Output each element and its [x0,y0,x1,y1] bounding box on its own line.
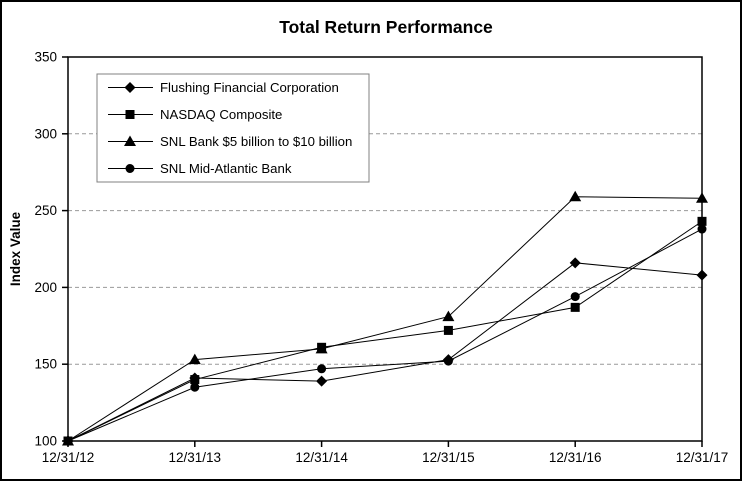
data-point-snl-mid-atlantic-bank-5 [697,224,707,234]
legend-label-2: SNL Bank $5 billion to $10 billion [160,134,352,149]
data-point-flushing-financial-corporation-4 [569,257,581,269]
y-tick-label-300: 300 [34,126,57,141]
legend-entry-0: Flushing Financial Corporation [108,80,339,95]
legend: Flushing Financial Corporation NASDAQ Com… [96,73,370,183]
plot-area-border [67,56,703,442]
data-point-snl-mid-atlantic-bank-2 [317,364,327,374]
series-line-nasdaq-composite [67,220,703,442]
x-tick-label-3: 12/31/15 [422,450,475,465]
x-tick-label-0: 12/31/12 [42,450,95,465]
series-line-flushing-financial-corporation [67,262,703,442]
data-point-snl-mid-atlantic-bank-0 [63,436,73,446]
data-point-snl-mid-atlantic-bank-1 [190,382,200,392]
legend-label-0: Flushing Financial Corporation [160,80,339,95]
y-tick-label-200: 200 [34,280,57,295]
axis-tick-labels: 100 150 200 250 300 350 12/31/12 12/31/13 12/31/… [34,50,728,466]
legend-entry-1: NASDAQ Composite [108,107,282,122]
y-tick-label-100: 100 [34,434,57,449]
data-point-snl-bank-5-billion-to-10-billion-1 [188,353,201,365]
x-tick-label-1: 12/31/13 [169,450,222,465]
y-tick-label-350: 350 [34,50,57,65]
data-point-snl-mid-atlantic-bank-4 [570,292,580,302]
data-point-snl-bank-5-billion-to-10-billion-2 [315,342,328,354]
x-tick-label-4: 12/31/16 [549,450,602,465]
x-tick-label-2: 12/31/14 [295,450,348,465]
y-tick-label-150: 150 [34,357,57,372]
legend-box [96,73,370,183]
x-tick-label-5: 12/31/17 [676,450,729,465]
chart-title: Total Return Performance [279,17,493,37]
legend-marker-circle [125,164,135,173]
series-snl-mid-atlantic-bank [63,224,707,446]
data-point-snl-bank-5-billion-to-10-billion-3 [442,310,455,322]
data-point-snl-bank-5-billion-to-10-billion-5 [696,192,708,203]
legend-marker-triangle [124,135,136,146]
series-line-snl-mid-atlantic-bank [67,228,703,442]
data-point-nasdaq-composite-1 [190,375,200,385]
series-snl-bank-5-billion-to-10-billion [62,190,708,446]
legend-label-3: SNL Mid-Atlantic Bank [160,161,292,176]
data-series [62,190,708,447]
data-point-nasdaq-composite-3 [443,325,453,335]
data-point-snl-mid-atlantic-bank-3 [443,356,453,366]
data-point-nasdaq-composite-5 [697,216,707,226]
data-point-flushing-financial-corporation-2 [316,375,328,387]
legend-entry-3: SNL Mid-Atlantic Bank [108,161,292,176]
data-point-flushing-financial-corporation-5 [696,269,708,281]
legend-marker-square [125,110,135,119]
legend-marker-diamond [124,82,136,93]
series-line-snl-bank-5-billion-to-10-billion [67,196,703,442]
data-point-nasdaq-composite-4 [570,302,580,312]
y-tick-label-250: 250 [34,203,57,218]
legend-label-1: NASDAQ Composite [160,107,282,122]
y-axis-title: Index Value [8,211,23,286]
data-point-snl-bank-5-billion-to-10-billion-4 [569,190,582,202]
series-flushing-financial-corporation [62,257,708,447]
legend-entry-2: SNL Bank $5 billion to $10 billion [108,134,352,149]
series-nasdaq-composite [63,216,707,446]
